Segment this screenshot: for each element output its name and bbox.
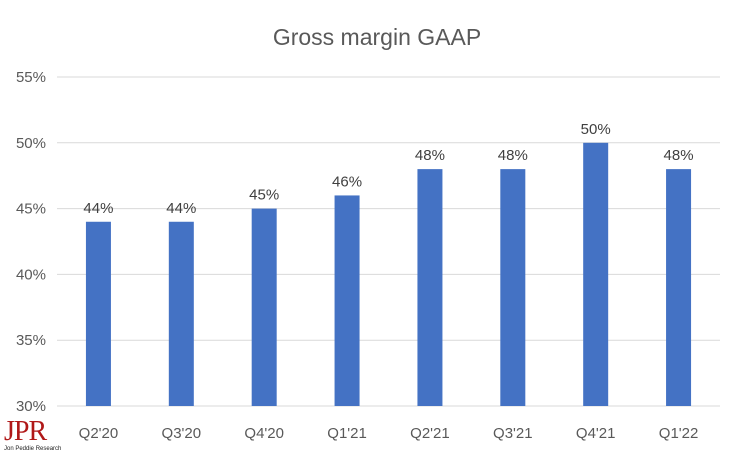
- data-label: 48%: [415, 147, 445, 164]
- bar: [666, 169, 692, 406]
- x-tick-label: Q1'22: [659, 425, 699, 442]
- x-tick-label: Q2'20: [79, 425, 119, 442]
- x-tick-label: Q3'20: [162, 425, 202, 442]
- x-tick-label: Q4'21: [576, 425, 616, 442]
- data-labels: 44% 44% 45% 46% 48% 48% 50% 48%: [83, 121, 693, 217]
- bar: [417, 169, 443, 406]
- y-axis-ticks: 30% 35% 40% 45% 50% 55%: [16, 69, 46, 415]
- bars: [85, 142, 692, 407]
- bar: [168, 221, 194, 406]
- y-tick-label: 45%: [16, 201, 46, 218]
- x-tick-label: Q4'20: [244, 425, 284, 442]
- bar: [583, 142, 609, 407]
- bar: [500, 169, 526, 406]
- x-axis-ticks: Q2'20 Q3'20 Q4'20 Q1'21 Q2'21 Q3'21 Q4'21 Q1'22: [79, 425, 699, 442]
- y-tick-label: 30%: [16, 398, 46, 415]
- data-label: 44%: [166, 200, 196, 217]
- y-tick-label: 40%: [16, 266, 46, 283]
- data-label: 45%: [249, 187, 279, 204]
- bar: [251, 208, 277, 406]
- data-label: 48%: [664, 147, 694, 164]
- x-tick-label: Q3'21: [493, 425, 533, 442]
- bar: [334, 195, 360, 406]
- chart-title: Gross margin GAAP: [273, 24, 481, 50]
- x-tick-label: Q2'21: [410, 425, 450, 442]
- data-label: 50%: [581, 121, 611, 138]
- gridlines: [57, 76, 720, 407]
- bar: [85, 221, 111, 406]
- y-tick-label: 55%: [16, 69, 46, 86]
- y-tick-label: 50%: [16, 135, 46, 152]
- data-label: 48%: [498, 147, 528, 164]
- logo-mark: JPR: [4, 416, 47, 447]
- x-tick-label: Q1'21: [327, 425, 367, 442]
- company-logo: JPR Jon Peddie Research: [0, 416, 62, 455]
- y-tick-label: 35%: [16, 332, 46, 349]
- data-label: 44%: [83, 200, 113, 217]
- data-label: 46%: [332, 173, 362, 190]
- logo-subtitle: Jon Peddie Research: [4, 446, 62, 452]
